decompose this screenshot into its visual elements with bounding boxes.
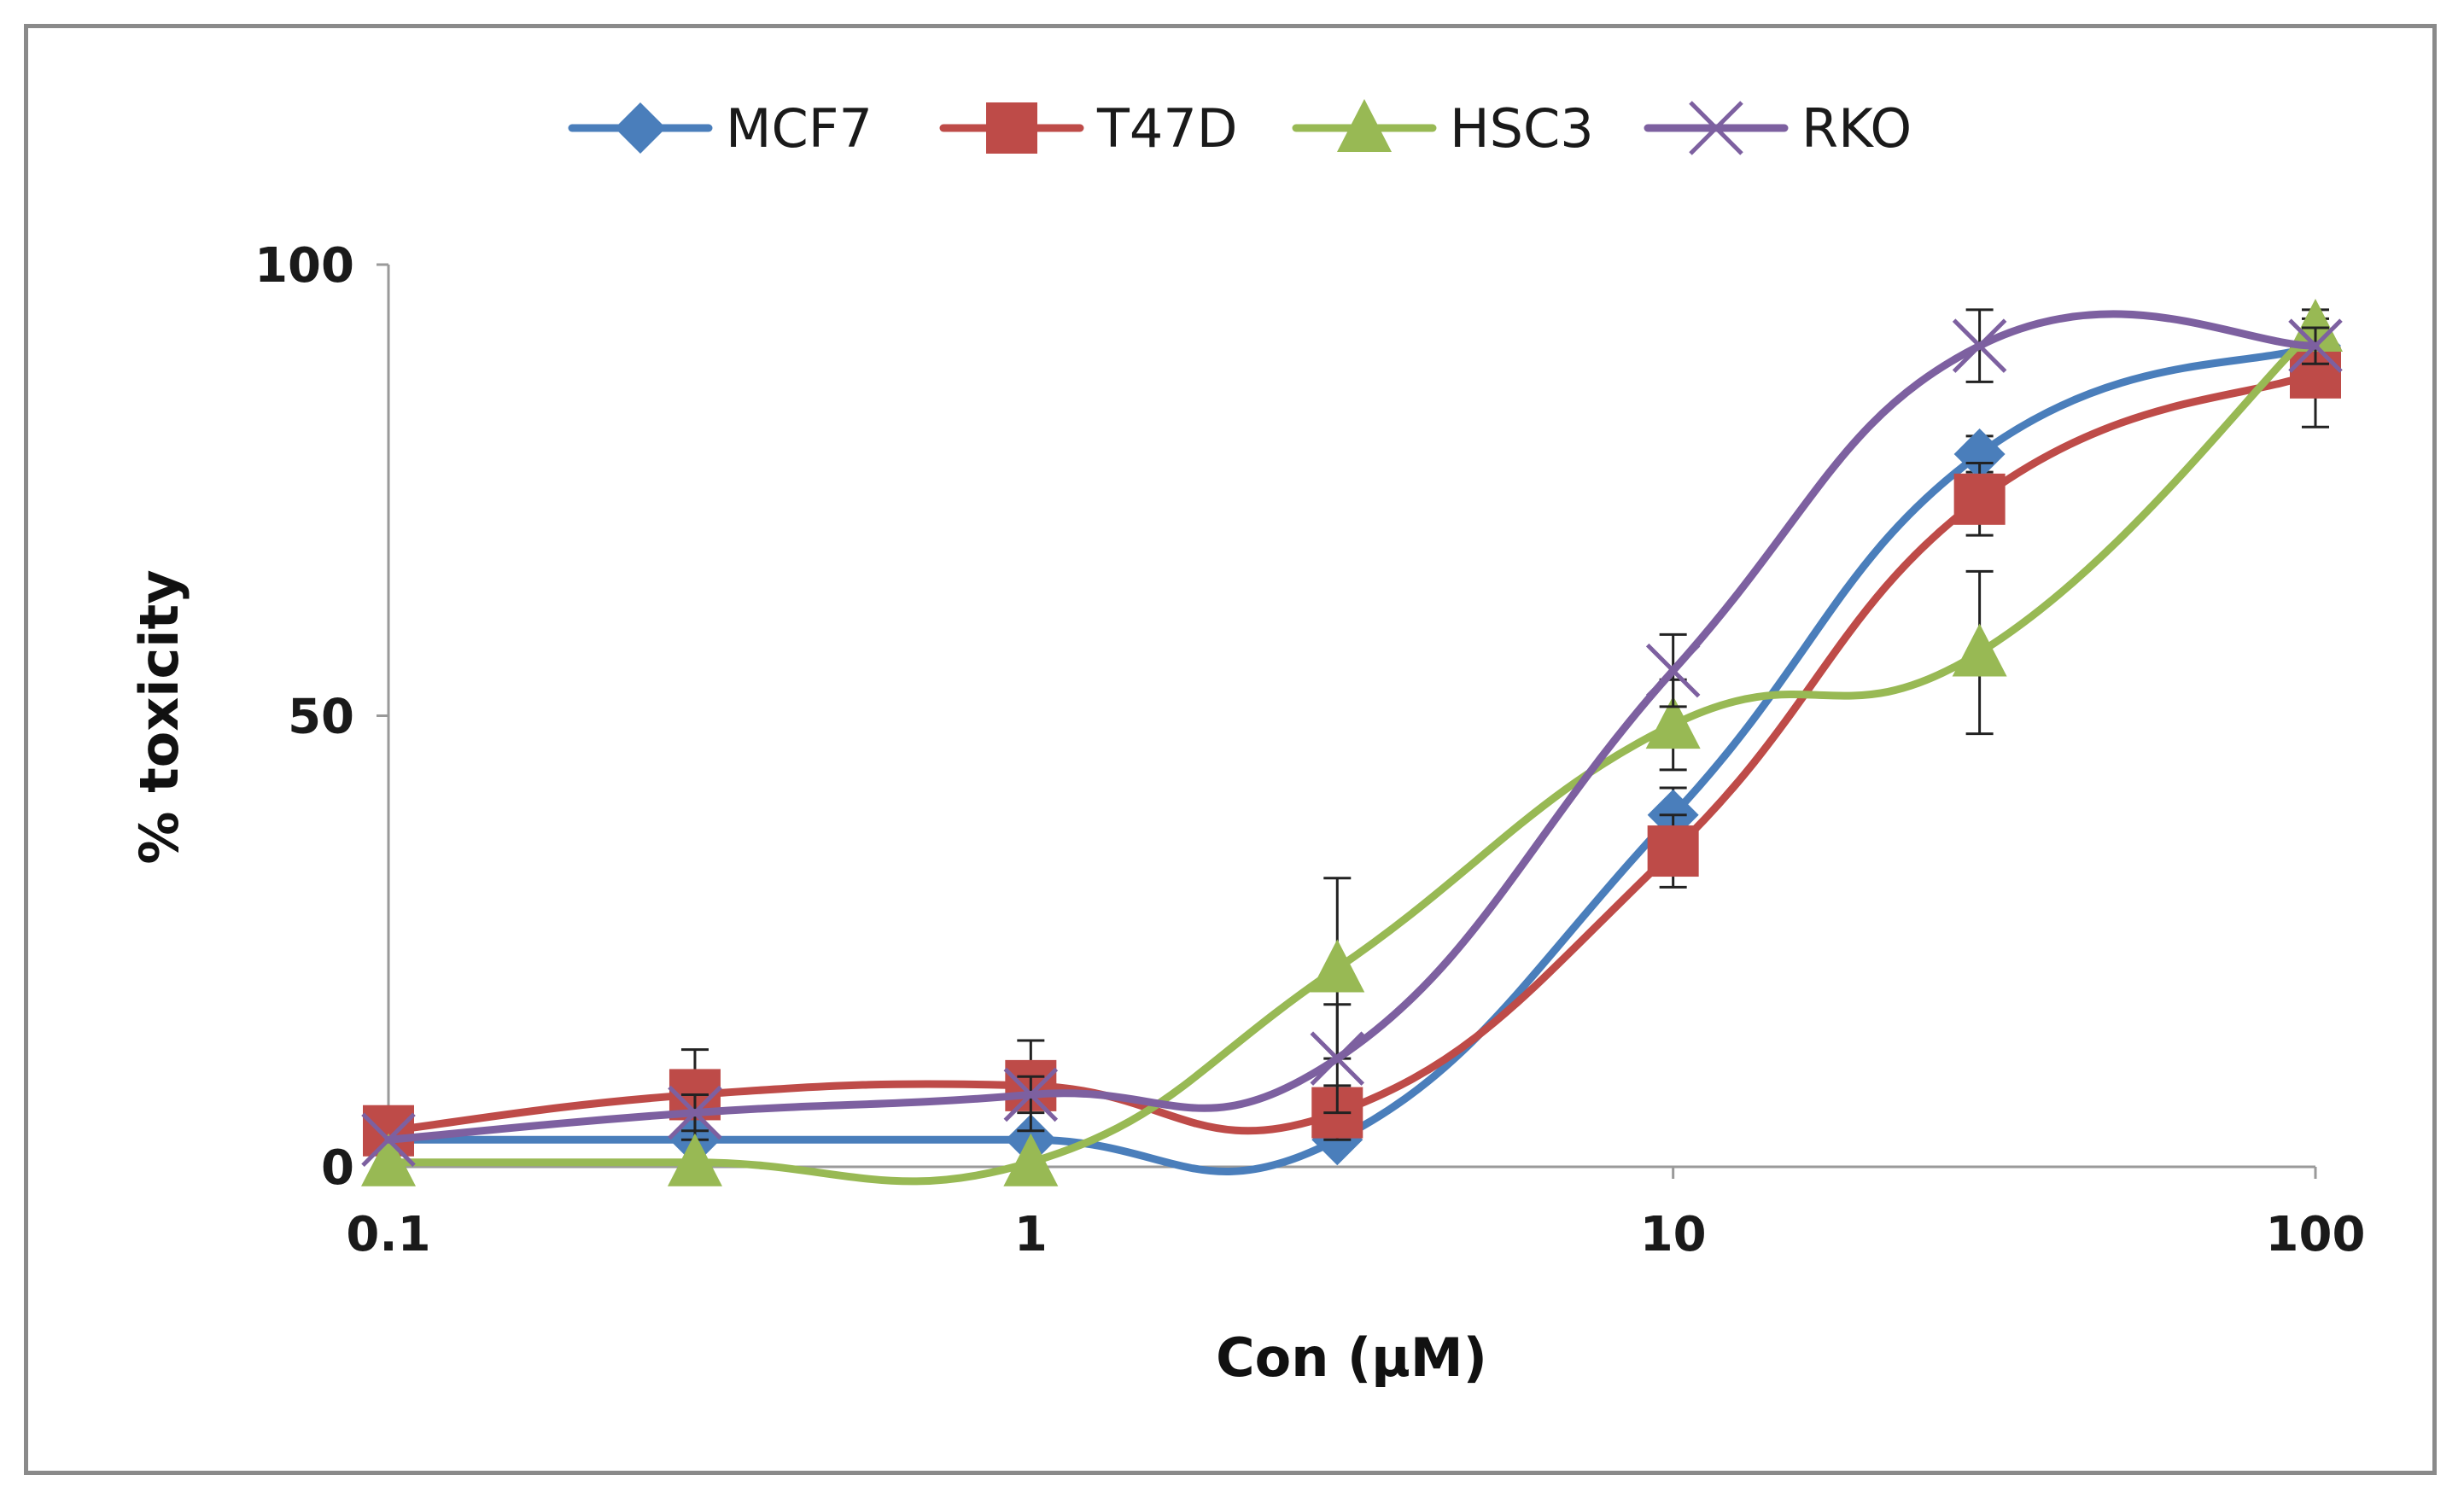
data-point — [1953, 428, 2006, 480]
series-line — [384, 324, 2320, 1186]
data-point — [1645, 643, 1701, 698]
data-point — [1310, 939, 1365, 993]
data-point — [361, 1133, 416, 1186]
x-tick-label: 0.1 — [346, 1207, 430, 1262]
data-point — [361, 1112, 416, 1168]
legend-label: T47D — [1096, 97, 1238, 160]
series-hsc3 — [361, 298, 2343, 1186]
data-point — [1310, 1031, 1365, 1086]
legend-marker — [1337, 99, 1392, 152]
legend-marker — [986, 102, 1037, 154]
y-tick-label: 100 — [254, 238, 354, 294]
series-line — [384, 310, 2320, 1144]
data-point — [1003, 1133, 1059, 1186]
legend-label: MCF7 — [726, 97, 873, 160]
series-group — [361, 298, 2343, 1186]
data-point — [667, 1133, 722, 1186]
series-t47d — [363, 317, 2341, 1157]
data-point — [668, 1085, 722, 1140]
legend: MCF7 T47D HSC3 RKO — [568, 97, 1912, 160]
y-ticks: 0 50 100 — [254, 238, 388, 1196]
legend-marker — [615, 102, 666, 154]
y-tick-label: 0 — [321, 1140, 354, 1196]
x-tick-label: 1 — [1014, 1207, 1048, 1262]
legend-label: HSC3 — [1450, 97, 1594, 160]
y-axis-title: % toxicity — [128, 569, 190, 864]
x-tick-label: 10 — [1640, 1207, 1707, 1262]
y-tick-label: 50 — [288, 690, 354, 745]
x-tick-label: 100 — [2266, 1207, 2366, 1262]
x-ticks: 0.1 1 10 100 — [346, 1167, 2365, 1262]
axes — [387, 265, 2315, 1169]
data-point — [1952, 623, 2007, 677]
legend-item-t47d: T47D — [939, 97, 1238, 160]
data-point — [1003, 1067, 1059, 1122]
legend-label: RKO — [1801, 97, 1912, 160]
series-line — [384, 369, 2320, 1135]
data-point — [2288, 298, 2343, 352]
data-point — [1647, 825, 1699, 877]
chart-frame — [24, 24, 2437, 1475]
data-point — [1952, 318, 2007, 373]
legend-item-rko: RKO — [1644, 97, 1912, 160]
data-point — [1645, 696, 1701, 749]
series-rko — [361, 308, 2343, 1168]
legend-item-mcf7: MCF7 — [568, 97, 873, 160]
x-axis-title: Con (μM) — [1216, 1326, 1487, 1389]
legend-item-hsc3: HSC3 — [1292, 97, 1594, 160]
data-point — [1953, 473, 2006, 525]
legend-marker — [1689, 101, 1743, 155]
data-point — [2288, 318, 2343, 373]
